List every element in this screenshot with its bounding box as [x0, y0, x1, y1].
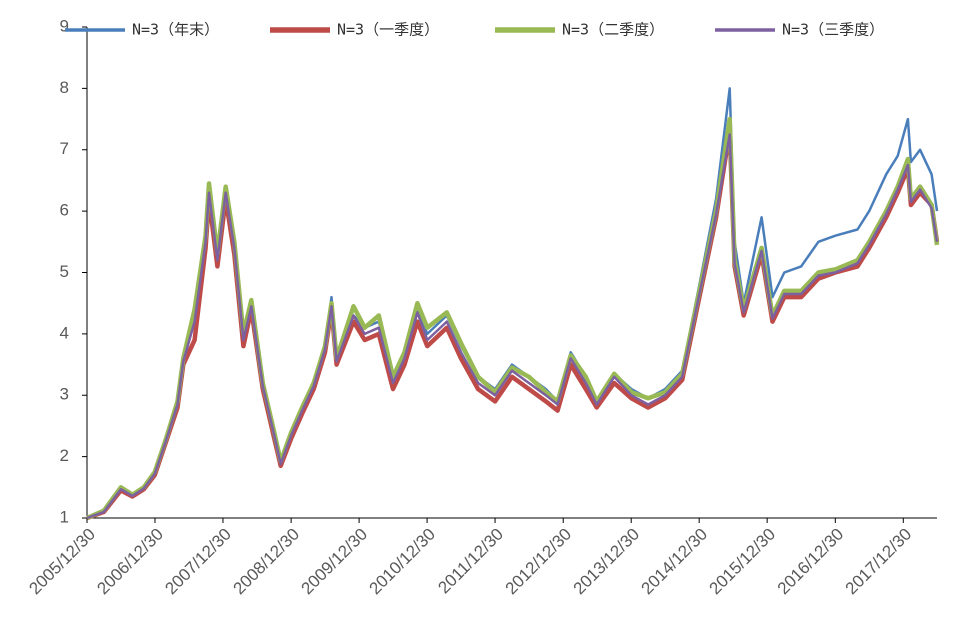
x-tick-label: 2012/12/30 [502, 525, 576, 599]
y-tick-label: 8 [60, 78, 69, 97]
legend-label: N=3（三季度） [782, 21, 884, 39]
x-tick-label: 2014/12/30 [638, 525, 712, 599]
y-tick-label: 6 [60, 201, 69, 220]
y-tick-label: 3 [60, 385, 69, 404]
x-tick-label: 2010/12/30 [365, 525, 439, 599]
series-line [86, 87, 939, 520]
y-tick-label: 4 [60, 323, 69, 342]
x-tick-label: 2017/12/30 [842, 525, 916, 599]
series-line [86, 116, 940, 521]
x-tick-label: 2009/12/30 [297, 525, 371, 599]
y-tick-label: 2 [60, 446, 69, 465]
legend-label: N=3（年末） [132, 21, 219, 39]
y-tick-label: 9 [60, 16, 69, 35]
x-tick-label: 2008/12/30 [230, 525, 304, 599]
x-tick-label: 2005/12/30 [25, 525, 99, 599]
x-tick-label: 2015/12/30 [706, 525, 780, 599]
x-tick-label: 2011/12/30 [434, 525, 507, 598]
x-tick-label: 2007/12/30 [161, 525, 235, 599]
y-tick-label: 1 [60, 507, 69, 526]
x-tick-label: 2013/12/30 [570, 525, 644, 599]
y-tick-label: 5 [60, 262, 69, 281]
legend-label: N=3（一季度） [337, 21, 439, 39]
y-tick-label: 7 [60, 139, 69, 158]
legend-label: N=3（二季度） [562, 21, 664, 39]
series-line [86, 129, 940, 521]
series-line [86, 133, 939, 520]
x-tick-label: 2006/12/30 [93, 525, 167, 599]
x-tick-label: 2016/12/30 [774, 525, 848, 599]
